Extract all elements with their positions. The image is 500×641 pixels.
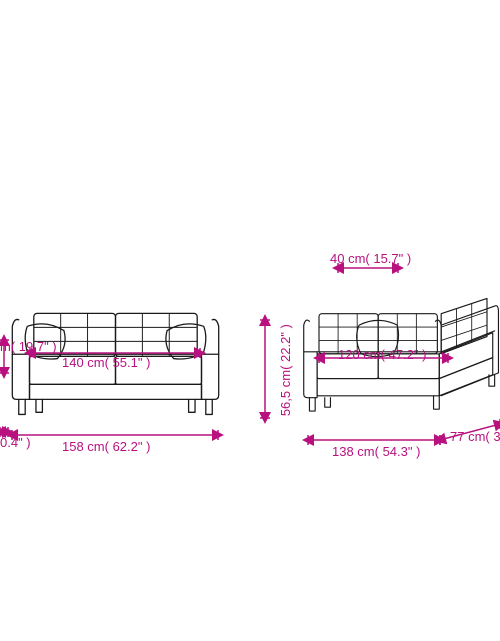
- dimension-label-depth_r: 77 cm( 30: [450, 430, 500, 444]
- dimension-label-outer_width_l: 158 cm( 62.2" ): [62, 440, 150, 454]
- dimension-label-seat_depth2: 0.4" ): [0, 436, 31, 450]
- dimension-label-inner_width_r: 120 cm( 47.2" ): [338, 348, 426, 362]
- dimension-lines: [0, 0, 500, 641]
- diagram-canvas: m( 19.7" ) 140 cm( 55.1" ) 158 cm( 62.2" )…: [0, 0, 500, 641]
- dimension-label-seat_height: 56,5 cm( 22.2" ): [279, 324, 293, 416]
- dimension-label-cushion_w: 40 cm( 15.7" ): [330, 252, 411, 266]
- dimension-label-inner_width_l: 140 cm( 55.1" ): [62, 356, 150, 370]
- dimension-label-outer_width_r: 138 cm( 54.3" ): [332, 445, 420, 459]
- dimension-label-seat_depth: m( 19.7" ): [0, 340, 57, 354]
